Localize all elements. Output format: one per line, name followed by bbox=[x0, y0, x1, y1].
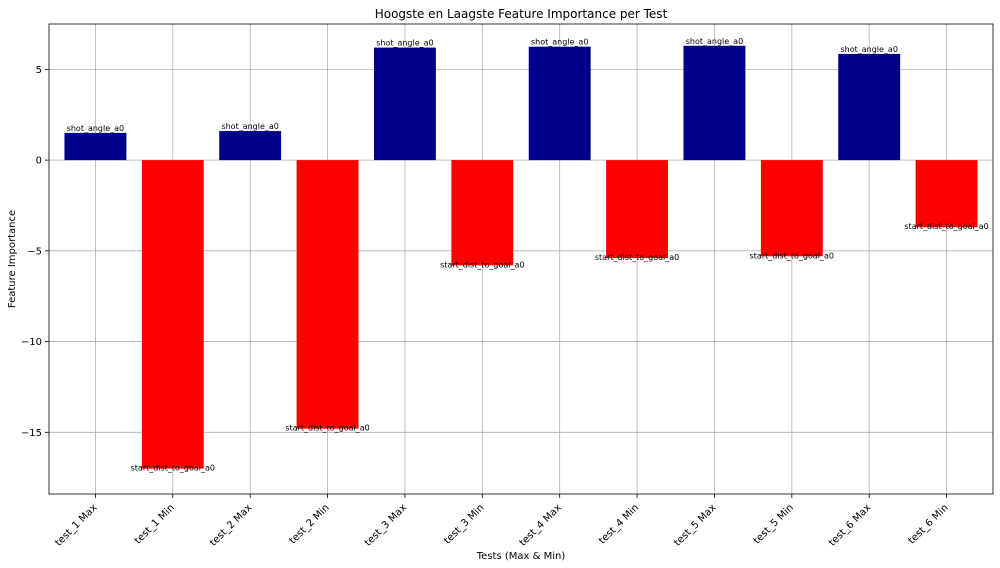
bar-test_2-min bbox=[296, 160, 359, 429]
y-axis-ticks: 5 0 −5 −10 −15 bbox=[21, 65, 49, 439]
bar-data-label: shot_angle_a0 bbox=[686, 37, 743, 46]
bar-data-label: start_dist_to_goal_a0 bbox=[595, 253, 679, 262]
bar-data-label: start_dist_to_goal_a0 bbox=[904, 222, 988, 231]
y-tick-label: 5 bbox=[36, 65, 42, 76]
bar-test_1-max bbox=[64, 132, 127, 161]
bar-test_6-min bbox=[915, 160, 978, 228]
bar-data-label: shot_angle_a0 bbox=[67, 124, 124, 133]
y-tick-label: −10 bbox=[21, 337, 42, 348]
bar-data-label: start_dist_to_goal_a0 bbox=[440, 260, 524, 269]
bar-data-label: shot_angle_a0 bbox=[531, 38, 588, 47]
bar-test_5-min bbox=[760, 160, 823, 257]
y-tick-label: −5 bbox=[27, 246, 42, 257]
bar-test_1-min bbox=[141, 160, 204, 469]
bar-data-label: shot_angle_a0 bbox=[840, 45, 897, 54]
y-tick-label: 0 bbox=[36, 156, 42, 167]
bar-test_4-min bbox=[606, 160, 669, 259]
bar-data-label: start_dist_to_goal_a0 bbox=[750, 251, 834, 260]
bar-layer bbox=[64, 45, 978, 469]
bar-data-label: shot_angle_a0 bbox=[376, 39, 433, 48]
bar-label-layer: shot_angle_a0 start_dist_to_goal_a0 shot_a… bbox=[67, 37, 989, 473]
bar-test_4-max bbox=[528, 46, 591, 161]
bar-test_2-max bbox=[219, 131, 282, 161]
bar-data-label: shot_angle_a0 bbox=[221, 122, 278, 131]
plot-frame bbox=[48, 23, 994, 495]
bar-data-label: start_dist_to_goal_a0 bbox=[285, 424, 369, 433]
y-tick-label: −15 bbox=[21, 428, 42, 439]
bar-test_5-max bbox=[683, 45, 746, 161]
x-axis-label: Tests (Max & Min) bbox=[476, 551, 566, 562]
bar-test_6-max bbox=[838, 53, 901, 161]
bar-data-label: start_dist_to_goal_a0 bbox=[131, 464, 215, 473]
bar-test_3-min bbox=[451, 160, 514, 266]
y-axis-label: Feature Importance bbox=[7, 210, 18, 308]
chart-title: Hoogste en Laagste Feature Importance pe… bbox=[375, 7, 668, 21]
bar-test_3-max bbox=[373, 47, 436, 161]
